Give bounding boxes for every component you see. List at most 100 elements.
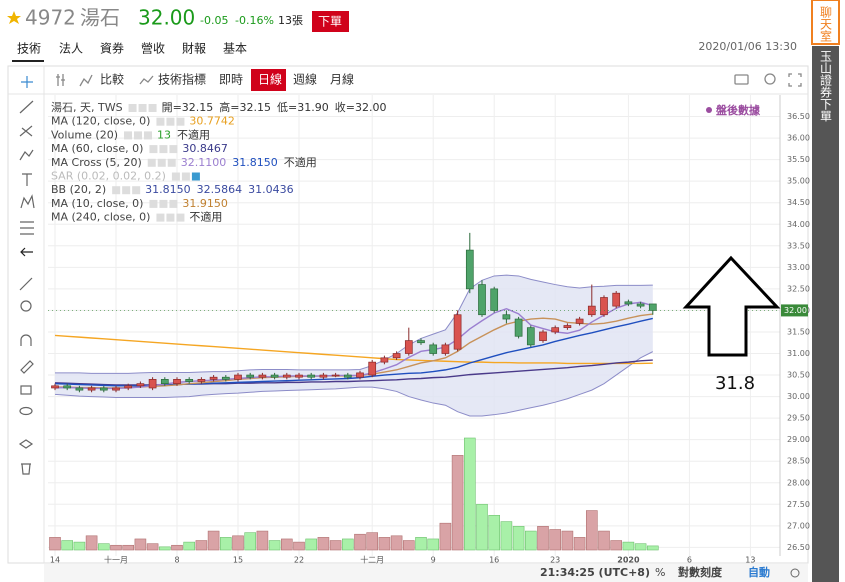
legend-icon[interactable] (167, 158, 176, 167)
volume-bar (244, 532, 256, 551)
candle-body (526, 327, 535, 346)
volume-bar (317, 537, 330, 551)
legend-icon[interactable] (112, 186, 121, 195)
y-tick-label: 28.50 (787, 457, 810, 466)
legend-icon[interactable] (191, 172, 200, 181)
trash-tool[interactable] (21, 463, 31, 475)
toolbar-item[interactable]: 比較 (100, 72, 124, 87)
volume-bar (573, 537, 586, 551)
tab[interactable]: 法人 (59, 42, 83, 56)
legend-icon[interactable] (166, 213, 175, 222)
tab[interactable]: 營收 (141, 42, 165, 56)
legend-icon[interactable] (157, 158, 166, 167)
order-button[interactable] (312, 11, 349, 32)
legend-icon[interactable] (149, 199, 158, 208)
legend-icon[interactable] (144, 131, 152, 140)
auto-toggle[interactable]: 自動 (748, 565, 770, 579)
volume-bar (549, 529, 562, 551)
candle-body (246, 374, 255, 378)
chat-button[interactable] (811, 0, 840, 45)
legend-icon[interactable] (169, 145, 178, 154)
drawing-tools (18, 76, 35, 475)
crosshair-tool[interactable] (21, 76, 33, 88)
candle-body (380, 357, 389, 363)
favorite-star[interactable] (7, 11, 21, 24)
ruler-tool[interactable] (19, 277, 33, 291)
fullscreen-icon[interactable] (788, 73, 802, 87)
legend-label: Volume (20) (51, 128, 118, 141)
legend-icon[interactable] (122, 186, 131, 195)
line-tool[interactable] (19, 100, 34, 114)
volume-bar (476, 503, 488, 551)
text-tool[interactable] (22, 173, 32, 186)
zoom-tool[interactable] (20, 300, 32, 312)
legend-icon[interactable] (166, 117, 175, 126)
tab[interactable]: 資券 (100, 41, 124, 56)
toolbar-item[interactable]: 日線 (258, 72, 282, 87)
legend-icon[interactable] (124, 131, 132, 140)
tab[interactable]: 技術 (17, 42, 41, 56)
legend-icon[interactable] (181, 172, 190, 181)
toolbar-item[interactable]: 即時 (219, 73, 243, 87)
lock-tool[interactable] (20, 385, 32, 395)
legend-value: 不適用 (177, 127, 210, 141)
log-scale-toggle[interactable]: 對數刻度 (678, 565, 723, 579)
back-tool[interactable] (20, 247, 33, 257)
volume-bar (73, 541, 86, 551)
candle-icon[interactable] (56, 74, 65, 86)
magnet-tool[interactable] (20, 334, 32, 346)
fib-tool[interactable] (19, 125, 33, 137)
tab[interactable]: 基本 (223, 42, 247, 56)
legend-icon[interactable] (159, 145, 168, 154)
legend-icon[interactable] (149, 145, 158, 154)
legend-icon[interactable] (132, 186, 141, 195)
legend-value: 32.5864 (197, 183, 243, 196)
pencil-tool[interactable] (20, 360, 34, 374)
legend-icon[interactable] (128, 104, 137, 112)
indicator-icon[interactable] (139, 75, 154, 85)
legend-icon[interactable] (156, 213, 165, 222)
y-tick-label: 35.50 (787, 155, 810, 164)
volume-bar (329, 540, 342, 551)
tab[interactable]: 財報 (182, 41, 206, 56)
compare-icon[interactable] (79, 74, 93, 87)
pattern-tool[interactable] (20, 194, 35, 209)
legend-icon[interactable] (171, 172, 180, 181)
legend-icon[interactable] (169, 199, 178, 208)
legend-icon[interactable] (159, 199, 168, 208)
broker-label[interactable]: 玉山證券下單 (819, 50, 833, 122)
status-settings[interactable] (790, 568, 800, 578)
bb-lower (54, 351, 654, 417)
measure-tool[interactable] (20, 221, 34, 235)
camera-icon[interactable] (734, 74, 749, 85)
candle-body (148, 379, 157, 389)
layers-tool[interactable] (18, 439, 34, 449)
after-hours[interactable]: 盤後數據 (715, 103, 761, 117)
legend-icon[interactable] (148, 104, 157, 112)
legend-icon[interactable] (176, 117, 185, 126)
toolbar-item[interactable]: 技術指標 (158, 72, 206, 87)
legend-icon[interactable] (134, 131, 142, 140)
brush-tool[interactable] (19, 149, 34, 161)
candle-body (295, 374, 303, 378)
toolbar-item[interactable]: 週線 (293, 72, 317, 87)
candle-body (600, 297, 608, 316)
legend-label: MA (120, close, 0) (51, 115, 150, 128)
candle-body (612, 292, 621, 307)
legend-value: 收=32.00 (335, 100, 387, 114)
percent-toggle[interactable]: % (655, 566, 665, 579)
eye-tool[interactable] (19, 406, 33, 416)
volume-bar (488, 514, 501, 551)
volume-bar (268, 540, 281, 551)
y-tick-label: 36.00 (787, 134, 810, 143)
volume-bar (451, 455, 464, 551)
legend-label: BB (20, 2) (51, 183, 106, 196)
candle-body (514, 318, 523, 337)
y-tick-label: 27.00 (787, 521, 810, 530)
legend-icon[interactable] (156, 117, 165, 126)
toolbar-item[interactable]: 月線 (330, 72, 354, 87)
settings-icon[interactable] (764, 73, 776, 85)
legend-icon[interactable] (147, 158, 156, 167)
legend-icon[interactable] (176, 213, 185, 222)
legend-icon[interactable] (138, 104, 147, 112)
